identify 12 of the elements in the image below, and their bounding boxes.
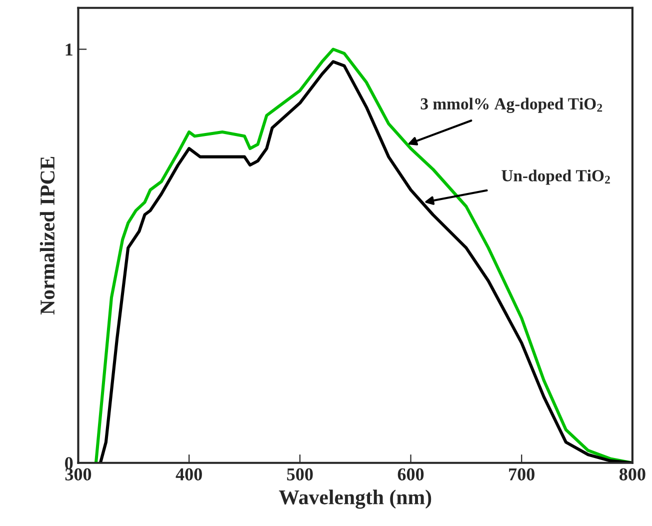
x-tick-label: 500 xyxy=(287,468,313,480)
x-tick-label: 700 xyxy=(509,468,534,480)
x-tick-label: 400 xyxy=(176,468,202,480)
y-tick-label: 0 xyxy=(65,457,73,470)
x-tick-label: 800 xyxy=(620,468,646,480)
annotation: Un-doped TiO$_{2}$ xyxy=(502,170,610,185)
x-tick-label: 300 xyxy=(65,468,92,480)
x-tick-label: 600 xyxy=(398,468,424,480)
annotation: 3 mmol% Ag-doped TiO$_{2}$ xyxy=(420,98,602,113)
x-axis-title: Wavelength (nm) xyxy=(278,490,432,509)
y-tick-label: 1 xyxy=(66,44,72,56)
y-axis-title: Normalized IPCE xyxy=(40,156,55,315)
